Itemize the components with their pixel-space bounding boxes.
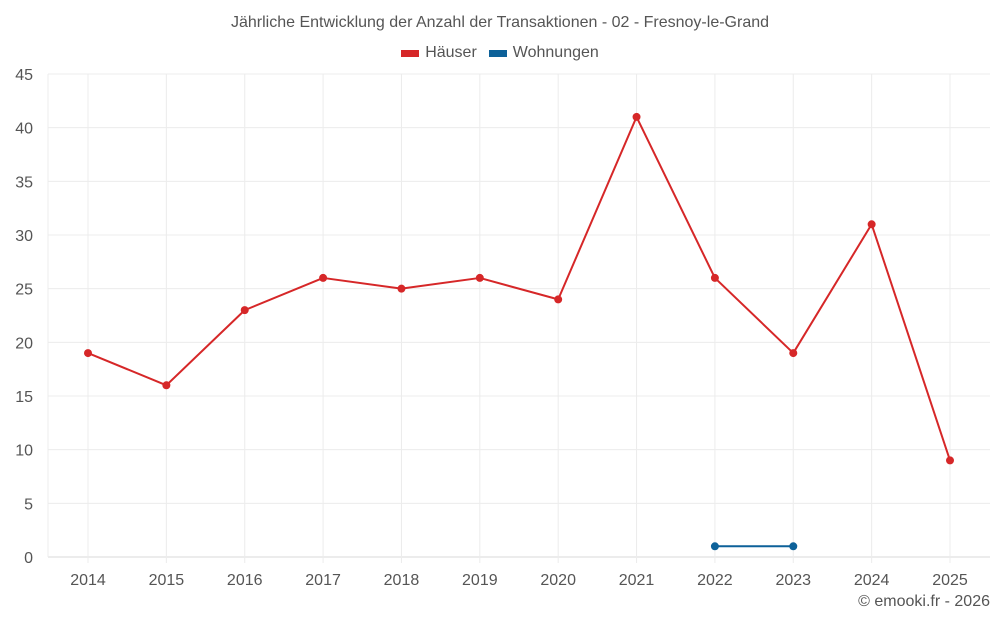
x-tick-label: 2024 <box>854 572 890 589</box>
x-tick-label: 2023 <box>775 572 811 589</box>
data-point[interactable] <box>162 381 171 390</box>
series-wohnungen <box>710 542 798 551</box>
chart-title: Jährliche Entwicklung der Anzahl der Tra… <box>230 14 770 31</box>
y-tick-label: 5 <box>24 496 33 513</box>
legend-swatch-haeuser <box>401 49 420 57</box>
data-point[interactable] <box>710 273 719 282</box>
data-point[interactable] <box>475 273 484 282</box>
legend-label-wohnungen: Wohnungen <box>512 44 599 61</box>
series-häuser <box>84 112 954 465</box>
y-tick-label: 45 <box>15 67 33 84</box>
x-tick-label: 2022 <box>697 572 733 589</box>
data-point[interactable] <box>240 306 249 315</box>
y-tick-label: 0 <box>24 550 33 567</box>
data-point[interactable] <box>946 456 954 465</box>
y-tick-label: 15 <box>15 389 33 406</box>
legend-label-haeuser: Häuser <box>425 44 477 61</box>
legend-item-haeuser[interactable]: Häuser <box>401 44 477 62</box>
copyright-credit: © emooki.fr - 2026 <box>858 593 990 610</box>
x-tick-label: 2021 <box>619 572 655 589</box>
y-tick-label: 25 <box>15 282 33 299</box>
x-tick-label: 2018 <box>384 572 420 589</box>
y-tick-label: 40 <box>15 121 33 138</box>
y-tick-label: 10 <box>15 443 33 460</box>
x-tick-label: 2020 <box>540 572 576 589</box>
x-tick-label: 2017 <box>305 572 341 589</box>
x-tick-label: 2025 <box>932 572 968 589</box>
x-tick-label: 2015 <box>149 572 185 589</box>
series-line <box>87 115 951 461</box>
data-point[interactable] <box>867 220 876 229</box>
data-point[interactable] <box>789 349 798 358</box>
data-point[interactable] <box>632 112 641 121</box>
data-point[interactable] <box>397 284 406 293</box>
data-point[interactable] <box>554 295 563 304</box>
chart-legend: Häuser Wohnungen <box>0 44 1000 62</box>
x-tick-label: 2014 <box>70 572 106 589</box>
y-tick-label: 35 <box>15 174 33 191</box>
y-tick-label: 20 <box>15 335 33 352</box>
x-tick-label: 2019 <box>462 572 498 589</box>
data-point[interactable] <box>789 542 798 551</box>
data-point[interactable] <box>319 273 328 282</box>
x-tick-label: 2016 <box>227 572 263 589</box>
legend-item-wohnungen[interactable]: Wohnungen <box>488 44 599 62</box>
data-point[interactable] <box>710 542 719 551</box>
legend-swatch-wohnungen <box>488 49 507 57</box>
data-point[interactable] <box>84 349 92 358</box>
y-tick-label: 30 <box>15 228 33 245</box>
